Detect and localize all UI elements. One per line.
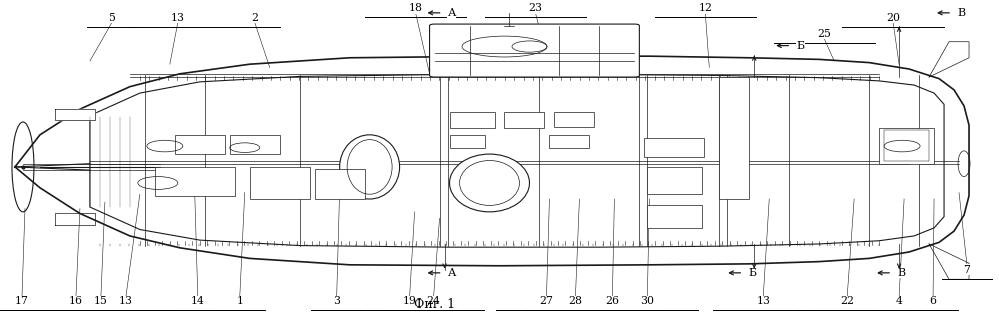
- Text: 26: 26: [605, 296, 619, 306]
- Ellipse shape: [450, 154, 529, 212]
- Bar: [450, 135, 485, 148]
- Text: 19: 19: [403, 296, 417, 306]
- Text: 30: 30: [640, 296, 654, 306]
- Text: Фиг. 1: Фиг. 1: [414, 298, 456, 311]
- Polygon shape: [55, 109, 95, 120]
- Bar: [230, 135, 280, 154]
- Bar: [644, 138, 704, 157]
- Bar: [549, 135, 589, 148]
- Text: Б: Б: [796, 40, 804, 51]
- Bar: [879, 128, 934, 164]
- Text: 4: 4: [896, 296, 902, 306]
- Text: А: А: [448, 268, 456, 278]
- Text: 16: 16: [69, 296, 83, 306]
- Text: 13: 13: [171, 13, 185, 23]
- FancyBboxPatch shape: [430, 24, 639, 77]
- Bar: [175, 135, 225, 154]
- Bar: [719, 77, 749, 199]
- Text: 24: 24: [427, 296, 441, 306]
- Text: 14: 14: [191, 296, 205, 306]
- Text: 3: 3: [333, 296, 341, 306]
- Text: 25: 25: [817, 29, 831, 39]
- Text: Б: Б: [748, 268, 756, 278]
- Text: 15: 15: [94, 296, 108, 306]
- Text: 1: 1: [236, 296, 244, 306]
- Text: 20: 20: [886, 13, 900, 23]
- Text: 23: 23: [528, 3, 542, 13]
- Bar: [504, 112, 544, 128]
- Bar: [450, 112, 495, 128]
- Bar: [315, 169, 365, 199]
- Text: 17: 17: [15, 296, 29, 306]
- Bar: [647, 205, 702, 228]
- Text: 28: 28: [568, 296, 582, 306]
- Text: 18: 18: [409, 3, 423, 13]
- Text: 13: 13: [756, 296, 770, 306]
- Text: 12: 12: [698, 3, 712, 13]
- Bar: [884, 130, 929, 160]
- Text: 27: 27: [539, 296, 553, 306]
- Text: 5: 5: [109, 13, 115, 23]
- Text: 22: 22: [840, 296, 854, 306]
- Bar: [647, 167, 702, 194]
- Text: 13: 13: [119, 296, 133, 306]
- Text: А: А: [448, 8, 456, 18]
- Ellipse shape: [340, 135, 400, 199]
- Text: В: В: [957, 8, 965, 18]
- Bar: [250, 167, 310, 199]
- Bar: [554, 112, 594, 127]
- Text: 2: 2: [251, 13, 259, 23]
- Bar: [155, 167, 235, 196]
- Text: В: В: [897, 268, 905, 278]
- Text: 7: 7: [964, 265, 970, 275]
- Text: 6: 6: [929, 296, 937, 306]
